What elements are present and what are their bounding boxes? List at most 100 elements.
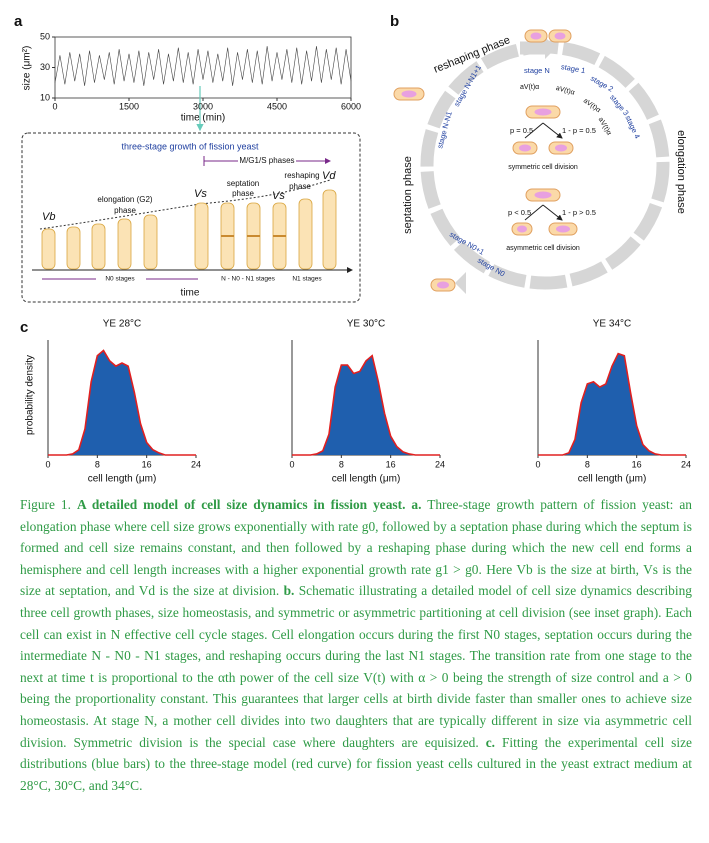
ring-arrow [455,272,466,294]
x-tick-label: 8 [339,459,344,469]
x-axis-label: cell length (μm) [88,474,157,485]
label: M/G1/S phases [239,156,294,165]
label: elongation (G2) [97,195,152,204]
nucleus [517,225,527,233]
fit-curve [292,354,440,456]
label: phase [289,182,311,191]
rate: aV(t)α [555,85,575,97]
rate: aV(t)α [597,116,613,136]
panel-label: b [390,13,399,30]
panel-label: a [14,13,23,30]
prob: 1 - p > 0.5 [562,208,596,217]
caption-label: asymmetric cell division [506,245,580,252]
stage-label: stage N [524,66,550,75]
plot-title: YE 34°C [593,319,631,330]
label: phase [232,189,254,198]
fit-curve [538,352,686,456]
cell [194,202,209,270]
label: Vd [322,170,336,182]
nucleus [556,225,570,233]
nucleus [401,90,417,98]
y-axis-label: size (μm²) [22,46,33,91]
histogram [48,350,196,455]
nucleus [555,144,567,152]
nucleus [530,32,542,40]
x-tick-label: 6000 [341,101,361,111]
inset-title: three-stage growth of fission yeast [121,141,259,151]
nucleus [534,108,552,116]
caption-title: A detailed model of cell size dynamics i… [76,497,406,512]
caption-text: Fitting the experimental cell size distr… [20,734,692,793]
caption: Figure 1. A detailed model of cell size … [20,494,692,796]
label: reshaping [284,171,319,180]
plot-frame [54,36,352,99]
x-tick-label: 3000 [193,101,213,111]
label: phase [114,206,136,215]
ring-arrow [545,37,556,59]
x-axis-label: cell length (μm) [332,474,401,485]
caption-panel: c. [485,734,495,750]
x-tick-label: 8 [95,459,100,469]
x-tick-label: 4500 [267,101,287,111]
label: Vs [194,188,207,200]
stage-label: stage 3 [608,93,631,118]
label: N - N0 - N1 stages [221,276,276,283]
y-tick-label: 30 [40,62,50,72]
size-trace [54,46,352,86]
prob: p < 0.5 [508,208,531,217]
caption-label: Figure 1. [20,497,71,512]
y-tick-label: 10 [40,92,50,102]
x-tick-label: 16 [386,459,396,469]
y-tick-label: 50 [40,31,50,41]
stage-label: stage 4 [623,114,642,140]
x-tick-label: 0 [52,101,57,111]
caption-text: Schematic illustrating a detailed model … [20,583,692,750]
x-tick-label: 16 [632,459,642,469]
x-tick-label: 0 [535,459,540,469]
panel-label: c [20,319,28,336]
dashed-trend [39,179,331,230]
rate: aV(t)α [582,97,602,114]
prob: p = 0.5 [510,126,533,135]
prob: 1 - p = 0.5 [562,126,596,135]
x-tick-label: 0 [45,459,50,469]
plot-title: YE 30°C [347,319,385,330]
plot-title: YE 28°C [103,319,141,330]
y-axis-label: probability density [25,355,36,435]
cell [41,228,56,270]
rate: aV(t)α [520,84,539,91]
x-tick-label: 16 [142,459,152,469]
stage-label: stage 1 [560,62,586,75]
arrow [524,122,562,138]
histogram [538,353,686,455]
phase-label: elongation phase [675,130,687,214]
caption-text: Three-stage growth pattern of fission ye… [20,497,692,599]
x-tick-label: 1500 [119,101,139,111]
caption-panel: a. [411,497,422,512]
figure: a size (μm²) time (min) three-stage grow… [14,13,691,485]
x-tick-label: 24 [191,459,201,469]
arrow [524,204,562,220]
nucleus [534,191,552,199]
cell [91,223,106,270]
cell [143,214,158,270]
x-axis-label: time (min) [181,113,225,124]
label: time [181,288,200,299]
cell [298,198,313,270]
nucleus [437,281,449,289]
x-tick-label: 24 [681,459,691,469]
phase-label: septation phase [402,156,414,234]
x-tick-label: 0 [289,459,294,469]
label: N1 stages [292,276,322,283]
label: septation [227,179,259,188]
label: N0 stages [105,276,135,283]
x-axis-label: cell length (μm) [578,474,647,485]
fit-curve [48,349,196,456]
label: Vs [272,190,285,202]
cell [117,218,132,270]
cell [66,226,81,270]
cell [322,189,337,270]
label: Vb [42,211,55,223]
caption-panel: b. [283,583,295,599]
